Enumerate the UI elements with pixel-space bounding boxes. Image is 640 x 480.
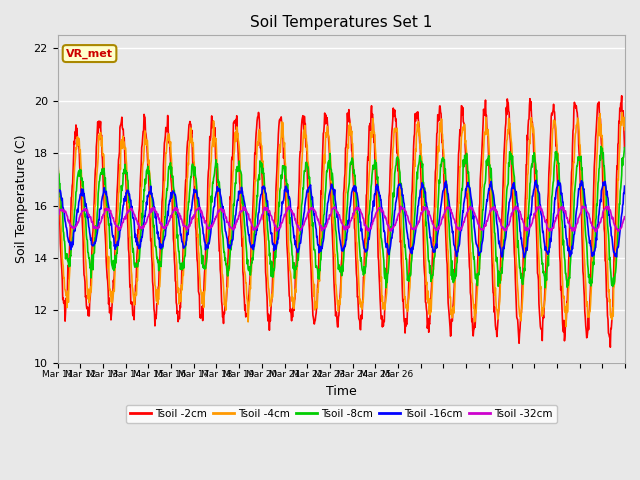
Tsoil -4cm	[149, 250, 157, 255]
Tsoil -8cm	[129, 249, 136, 255]
Line: Tsoil -4cm: Tsoil -4cm	[58, 113, 625, 326]
Tsoil -8cm	[351, 183, 359, 189]
Tsoil -8cm	[541, 285, 549, 291]
Tsoil -2cm	[621, 144, 628, 150]
Tsoil -16cm	[300, 215, 307, 220]
Tsoil -16cm	[351, 183, 359, 189]
Text: VR_met: VR_met	[66, 48, 113, 59]
Tsoil -4cm	[300, 130, 307, 135]
Tsoil -32cm	[621, 214, 628, 220]
Tsoil -8cm	[149, 218, 157, 224]
Tsoil -2cm	[351, 245, 359, 251]
Tsoil -8cm	[364, 240, 371, 246]
Tsoil -8cm	[300, 186, 307, 192]
Tsoil -8cm	[54, 167, 61, 172]
Y-axis label: Soil Temperature (C): Soil Temperature (C)	[15, 135, 28, 263]
Tsoil -32cm	[54, 215, 61, 220]
Tsoil -4cm	[562, 324, 570, 329]
Tsoil -8cm	[597, 144, 605, 149]
Tsoil -32cm	[149, 205, 157, 211]
Tsoil -2cm	[364, 164, 371, 169]
Tsoil -16cm	[621, 183, 628, 189]
Tsoil -16cm	[520, 254, 528, 260]
Tsoil -16cm	[54, 186, 61, 192]
Tsoil -2cm	[129, 312, 136, 317]
Tsoil -2cm	[54, 173, 61, 179]
Line: Tsoil -8cm: Tsoil -8cm	[58, 146, 625, 288]
Title: Soil Temperatures Set 1: Soil Temperatures Set 1	[250, 15, 433, 30]
Tsoil -4cm	[618, 110, 626, 116]
Tsoil -4cm	[364, 216, 371, 222]
Line: Tsoil -32cm: Tsoil -32cm	[58, 206, 625, 232]
X-axis label: Time: Time	[326, 385, 356, 398]
Tsoil -32cm	[129, 208, 136, 214]
Tsoil -4cm	[54, 153, 61, 158]
Tsoil -4cm	[621, 127, 628, 132]
Tsoil -2cm	[149, 284, 157, 289]
Legend: Tsoil -2cm, Tsoil -4cm, Tsoil -8cm, Tsoil -16cm, Tsoil -32cm: Tsoil -2cm, Tsoil -4cm, Tsoil -8cm, Tsoi…	[126, 405, 557, 423]
Tsoil -16cm	[244, 232, 252, 238]
Tsoil -16cm	[149, 197, 157, 203]
Tsoil -16cm	[364, 247, 371, 253]
Tsoil -8cm	[621, 145, 628, 151]
Tsoil -4cm	[351, 215, 359, 221]
Tsoil -32cm	[364, 225, 371, 230]
Tsoil -16cm	[129, 215, 136, 220]
Tsoil -2cm	[244, 294, 252, 300]
Line: Tsoil -16cm: Tsoil -16cm	[58, 180, 625, 257]
Tsoil -32cm	[351, 207, 359, 213]
Tsoil -4cm	[129, 286, 136, 292]
Line: Tsoil -2cm: Tsoil -2cm	[58, 96, 625, 347]
Tsoil -32cm	[244, 211, 252, 217]
Tsoil -4cm	[244, 308, 252, 313]
Tsoil -2cm	[300, 120, 307, 125]
Tsoil -32cm	[300, 222, 307, 228]
Tsoil -32cm	[592, 229, 600, 235]
Tsoil -2cm	[607, 344, 614, 350]
Tsoil -32cm	[579, 203, 586, 209]
Tsoil -16cm	[532, 178, 540, 183]
Tsoil -8cm	[244, 267, 252, 273]
Tsoil -2cm	[618, 93, 625, 99]
